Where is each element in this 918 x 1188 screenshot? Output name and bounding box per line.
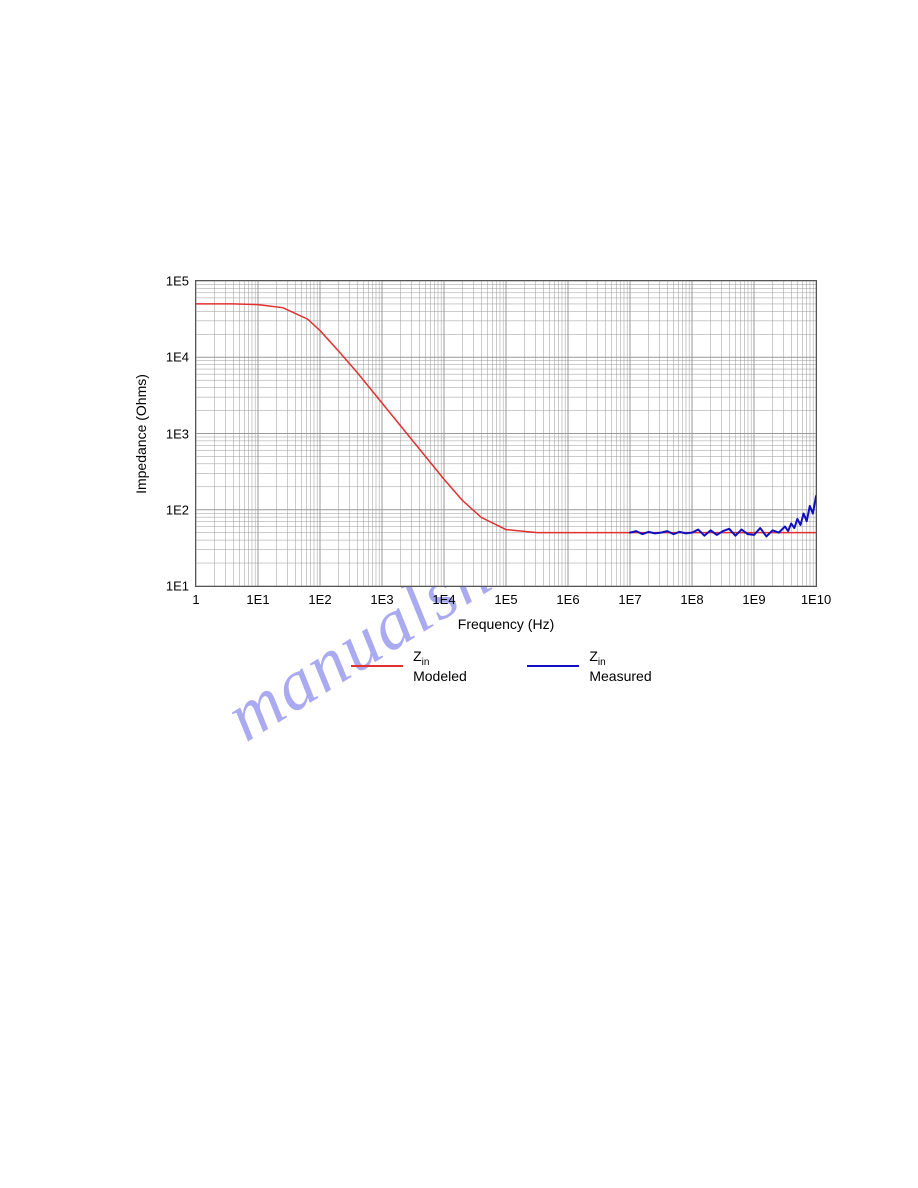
x-tick-label: 1E5 xyxy=(494,592,517,607)
impedance-chart: Impedance (Ohms) Frequency (Hz) Zin Mode… xyxy=(135,270,835,630)
legend-item-measured: Zin Measured xyxy=(527,648,661,684)
y-tick-label: 1E3 xyxy=(166,426,189,441)
y-axis-label: Impedance (Ohms) xyxy=(133,374,149,494)
x-tick-label: 1E8 xyxy=(680,592,703,607)
x-tick-label: 1 xyxy=(192,592,199,607)
legend: Zin Modeled Zin Measured xyxy=(351,648,661,684)
plot-svg xyxy=(196,281,816,586)
y-tick-label: 1E4 xyxy=(166,350,189,365)
x-tick-label: 1E1 xyxy=(246,592,269,607)
legend-label-modeled: Zin Modeled xyxy=(413,648,477,684)
x-tick-label: 1E3 xyxy=(370,592,393,607)
plot-area: Impedance (Ohms) Frequency (Hz) Zin Mode… xyxy=(195,280,817,587)
legend-label-measured: Zin Measured xyxy=(589,648,661,684)
legend-item-modeled: Zin Modeled xyxy=(351,648,477,684)
x-tick-label: 1E4 xyxy=(432,592,455,607)
y-tick-label: 1E2 xyxy=(166,502,189,517)
x-axis-label: Frequency (Hz) xyxy=(458,616,554,632)
y-tick-label: 1E5 xyxy=(166,274,189,289)
x-tick-label: 1E6 xyxy=(556,592,579,607)
page: manualshive.com Impedance (Ohms) Frequen… xyxy=(0,0,918,1188)
x-tick-label: 1E10 xyxy=(801,592,831,607)
x-tick-label: 1E2 xyxy=(308,592,331,607)
y-tick-label: 1E1 xyxy=(166,579,189,594)
legend-swatch-modeled xyxy=(351,665,403,667)
x-tick-label: 1E7 xyxy=(618,592,641,607)
x-tick-label: 1E9 xyxy=(742,592,765,607)
legend-swatch-measured xyxy=(527,665,579,667)
